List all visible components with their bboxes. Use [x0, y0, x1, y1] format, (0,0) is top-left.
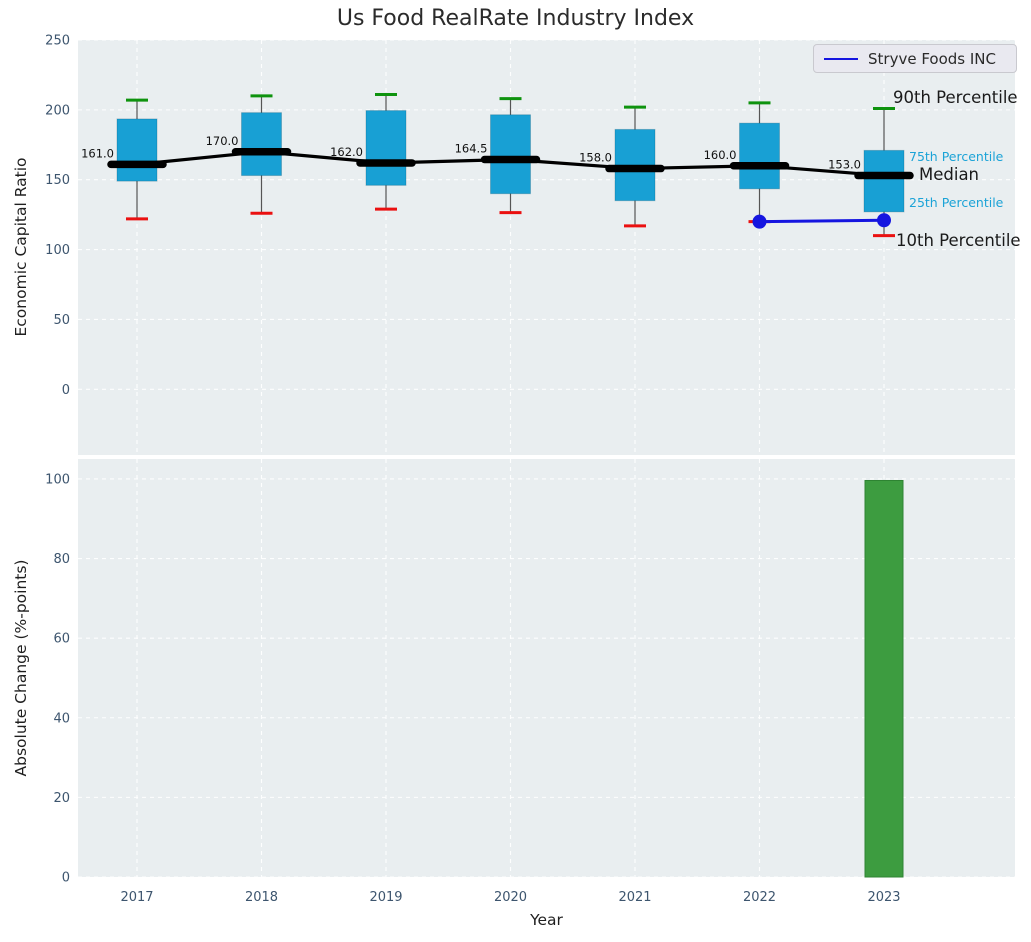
y-tick-label-top: 100 [45, 243, 70, 258]
x-tick-label: 2018 [245, 890, 278, 905]
x-tick-label: 2020 [494, 890, 527, 905]
annotation-10th-percentile: 10th Percentile [896, 231, 1021, 250]
x-tick-label: 2021 [618, 890, 651, 905]
bottom-y-axis-label: Absolute Change (%-points) [12, 559, 30, 777]
y-tick-label-top: 0 [62, 383, 70, 398]
legend-line-sample [824, 57, 858, 60]
annotation-25th-percentile: 25th Percentile [909, 195, 1004, 210]
legend-label: Stryve Foods INC [868, 49, 996, 68]
y-tick-label-top: 200 [45, 103, 70, 118]
y-tick-label-bottom: 40 [53, 711, 70, 726]
y-tick-label-bottom: 100 [45, 472, 70, 487]
chart-title: Us Food RealRate Industry Index [336, 6, 695, 31]
annotation-90th-percentile: 90th Percentile [893, 88, 1018, 107]
x-tick-label: 2017 [120, 890, 153, 905]
legend: Stryve Foods INC [813, 44, 1017, 73]
x-tick-label: 2023 [867, 890, 900, 905]
y-tick-label-top: 50 [53, 313, 70, 328]
x-axis-label: Year [530, 911, 563, 929]
annotation-75th-percentile: 75th Percentile [909, 149, 1004, 164]
x-tick-label: 2022 [743, 890, 776, 905]
y-tick-label-bottom: 60 [53, 632, 70, 647]
top-y-axis-label: Economic Capital Ratio [12, 157, 30, 337]
x-tick-label: 2019 [369, 890, 402, 905]
y-tick-label-top: 150 [45, 173, 70, 188]
y-tick-label-bottom: 20 [53, 791, 70, 806]
annotation-median: Median [919, 165, 980, 184]
bottom-plot-area [78, 459, 1015, 877]
y-tick-label-bottom: 80 [53, 552, 70, 567]
y-tick-label-bottom: 0 [62, 871, 70, 886]
top-plot-area [78, 40, 1015, 455]
y-tick-label-top: 250 [45, 34, 70, 49]
